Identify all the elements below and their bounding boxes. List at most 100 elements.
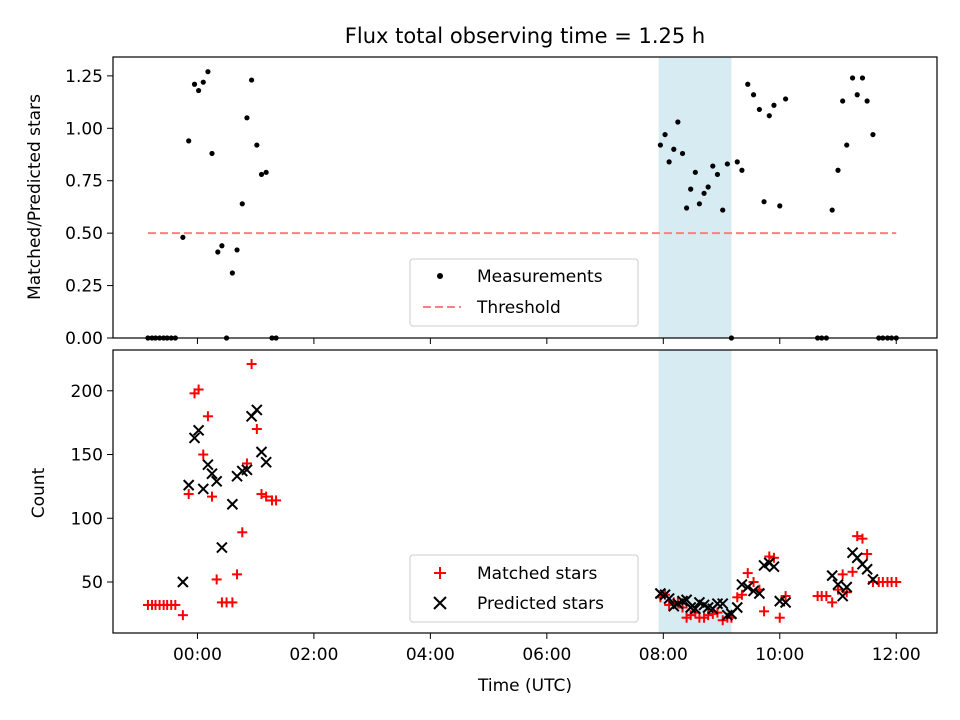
measurement-point <box>777 203 783 209</box>
predicted-star-point <box>736 578 748 591</box>
measurement-point <box>679 150 686 157</box>
predicted-star-point <box>779 596 792 609</box>
measurement-point <box>720 207 726 213</box>
matched-star-point <box>206 491 217 502</box>
top-panel-legend: Measurements Threshold <box>409 258 639 327</box>
matched-star-point <box>237 527 248 538</box>
bottom-panel-x-ticks: 00:00 02:00 04:00 06:00 08:00 10:00 12:00 <box>173 633 921 665</box>
measurement-point <box>864 98 870 104</box>
predicted-star-point <box>182 479 195 491</box>
measurement-point <box>859 75 866 81</box>
matched-star-point <box>857 533 868 544</box>
y-tick-label: 0.00 <box>65 329 103 349</box>
predicted-star-point <box>689 603 702 615</box>
measurement-point <box>191 81 198 87</box>
measurement-point <box>745 81 751 87</box>
top-panel-measurements <box>145 69 899 341</box>
x-tick-label: 12:00 <box>872 645 921 665</box>
predicted-star-point <box>680 594 693 606</box>
legend-matched-marker <box>434 567 446 579</box>
matched-star-point <box>170 599 181 610</box>
y-tick-label: 1.00 <box>65 119 103 139</box>
measurement-point <box>186 138 192 144</box>
predicted-star-point <box>832 578 844 591</box>
legend-predicted-label: Predicted stars <box>477 594 604 614</box>
predicted-star-point <box>836 590 849 602</box>
matched-star-point <box>198 449 209 460</box>
x-tick-label: 08:00 <box>639 645 688 665</box>
x-tick-label: 00:00 <box>173 645 222 665</box>
matched-star-point <box>271 495 282 506</box>
matched-star-point <box>891 577 902 588</box>
predicted-star-point <box>216 541 228 554</box>
measurement-point <box>215 249 221 255</box>
top-panel-x-ticks <box>196 338 897 344</box>
predicted-star-point <box>255 446 268 458</box>
measurement-point <box>701 190 707 196</box>
measurement-point <box>734 159 740 165</box>
matched-star-point <box>759 606 770 617</box>
matched-star-point <box>707 608 718 619</box>
measurement-point <box>200 79 206 85</box>
matched-star-point <box>227 597 238 608</box>
measurement-point <box>766 113 772 119</box>
predicted-star-point <box>716 597 729 610</box>
matched-star-point <box>202 411 213 422</box>
predicted-star-point <box>177 576 189 588</box>
y-tick-label: 0.50 <box>65 224 103 244</box>
measurement-point <box>849 75 856 81</box>
y-tick-label: 50 <box>81 573 103 593</box>
measurement-point <box>705 184 711 190</box>
legend-predicted-marker <box>433 596 447 610</box>
measurement-point <box>254 142 260 148</box>
matched-star-point <box>748 577 759 588</box>
predicted-star-point <box>841 581 853 593</box>
measurement-point <box>219 243 225 249</box>
y-tick-label: 200 <box>71 382 103 402</box>
matched-star-point <box>774 612 785 623</box>
matched-star-point <box>764 551 775 562</box>
measurement-point <box>229 270 235 276</box>
matched-star-point <box>193 384 204 395</box>
measurement-point <box>724 161 730 167</box>
bottom-panel: 50 100 150 200 00:00 02:00 04:00 06:00 08:00 10:… <box>29 349 938 696</box>
predicted-star-point <box>206 467 218 480</box>
measurement-point <box>180 234 186 240</box>
predicted-star-point <box>742 581 754 593</box>
matched-star-point <box>742 568 753 579</box>
x-tick-label: 10:00 <box>755 645 804 665</box>
measurement-point <box>662 131 668 138</box>
measurement-point <box>196 87 202 94</box>
top-panel-y-label: Matched/Predicted stars <box>25 94 45 300</box>
predicted-star-point <box>768 561 780 573</box>
measurement-point <box>840 98 846 104</box>
measurement-point <box>714 171 721 178</box>
matched-star-point <box>862 548 873 559</box>
legend-measurements-label: Measurements <box>477 267 603 287</box>
predicted-star-point <box>711 597 724 610</box>
matched-star-point <box>833 584 844 595</box>
matched-star-point <box>261 491 272 502</box>
matched-star-point <box>703 610 714 621</box>
bottom-panel-frame <box>112 349 938 634</box>
matched-star-point <box>852 531 863 542</box>
top-panel-shaded-span <box>658 57 732 338</box>
measurement-point <box>234 247 240 253</box>
measurement-point <box>671 146 677 152</box>
measurement-point <box>205 69 211 75</box>
predicted-star-point <box>197 483 209 495</box>
measurement-point <box>239 201 245 207</box>
matched-star-point <box>177 610 188 621</box>
matched-star-point <box>246 359 257 370</box>
measurement-point <box>870 131 876 138</box>
measurement-point <box>782 96 789 102</box>
measurement-point <box>771 102 777 108</box>
measurement-point <box>209 150 215 157</box>
legend-measurements-marker <box>437 273 443 279</box>
measurement-point <box>844 142 850 148</box>
predicted-star-point <box>753 587 766 600</box>
measurement-point <box>683 205 690 211</box>
predicted-star-point <box>663 592 675 605</box>
y-tick-label: 150 <box>71 446 103 466</box>
legend-matched-label: Matched stars <box>477 564 597 584</box>
